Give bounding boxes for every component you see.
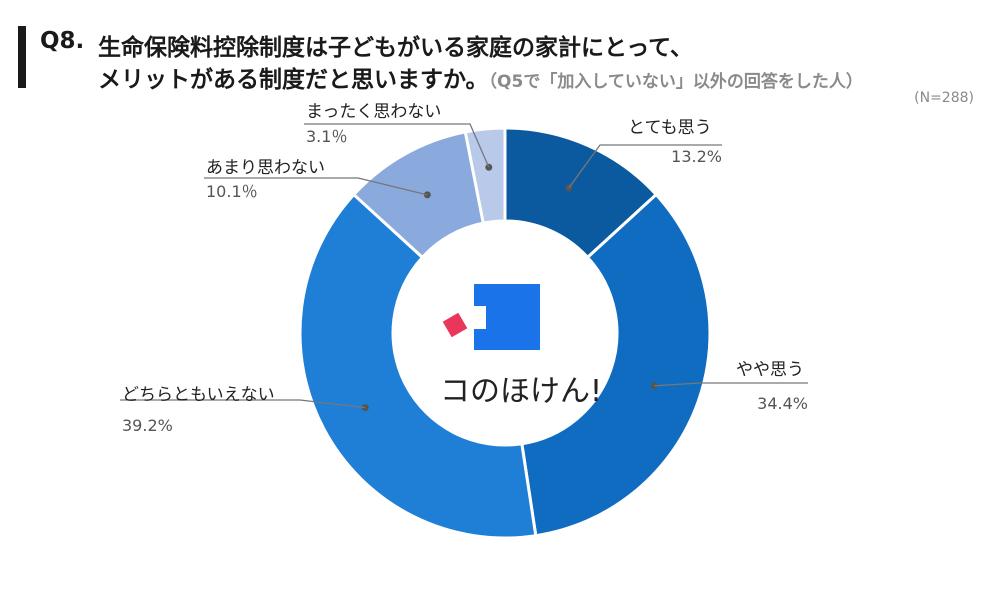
slice-value-5: 3.1％	[306, 127, 347, 146]
question-note: （Q5で「加入していない」以外の回答をした人）	[488, 72, 863, 92]
logo-red-diamond	[442, 312, 468, 338]
slice-value-3: 39.2%	[122, 416, 173, 435]
leader-line-3	[120, 399, 366, 409]
slice-label-4: あまり思わない	[206, 158, 325, 178]
slice-value-4: 10.1％	[206, 182, 258, 201]
donut-slice-2	[520, 192, 712, 538]
leader-line-2	[654, 382, 808, 387]
donut-slice-3	[298, 192, 538, 540]
slice-value-2: 34.4%	[757, 394, 808, 413]
slice-label-3: どちらともいえない	[122, 385, 275, 405]
question-title-line1: 生命保険料控除制度は子どもがいる家庭の家計にとって、	[98, 35, 694, 61]
slice-value-1: 13.2%	[671, 147, 722, 166]
sample-size: (N=288)	[914, 90, 974, 106]
slice-label-5: まったく思わない	[306, 102, 441, 122]
donut-slice-5	[463, 126, 507, 225]
question-number: Q8.	[40, 28, 85, 54]
leader-line-4	[204, 177, 428, 196]
leader-line-5	[304, 123, 490, 168]
question-title-line2: メリットがある制度だと思いますか。（Q5で「加入していない」以外の回答をした人）	[98, 60, 863, 94]
slice-label-1: とても思う	[628, 118, 712, 138]
leader-line-1	[568, 144, 722, 189]
question-title-line2-text: メリットがある制度だと思いますか。	[98, 67, 489, 93]
slice-label-2: やや思う	[736, 360, 804, 380]
title-accent-bar	[18, 26, 26, 88]
logo-icon	[442, 284, 540, 350]
logo-text: コのほけん!	[440, 374, 603, 409]
logo-blue-block	[474, 284, 540, 350]
